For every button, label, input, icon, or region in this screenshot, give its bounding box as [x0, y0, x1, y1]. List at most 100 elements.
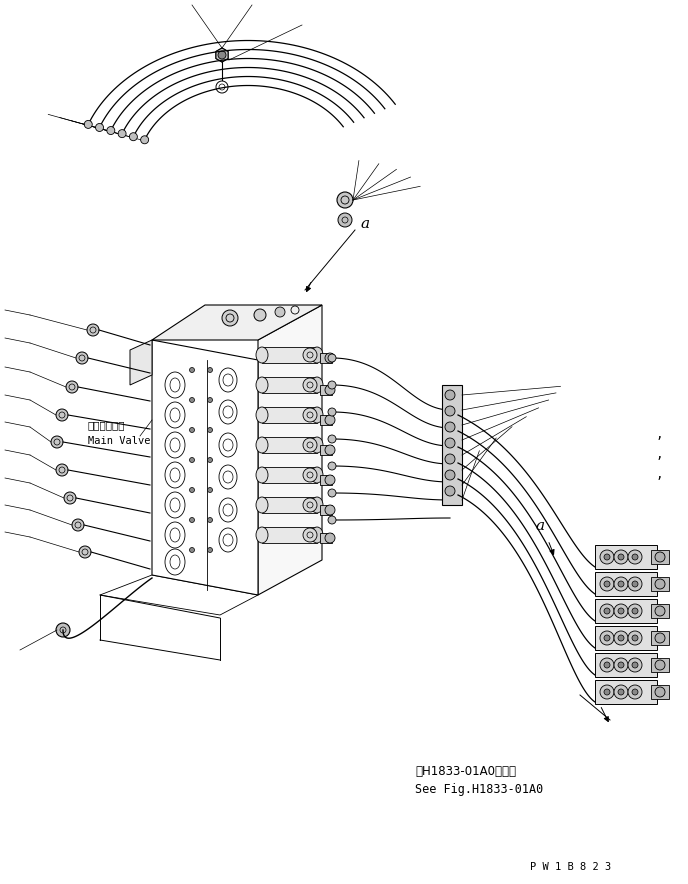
Ellipse shape — [256, 377, 268, 393]
Circle shape — [208, 487, 213, 492]
Circle shape — [87, 324, 99, 336]
Circle shape — [445, 438, 455, 448]
Polygon shape — [216, 48, 228, 62]
Circle shape — [325, 533, 335, 543]
Circle shape — [445, 406, 455, 416]
Circle shape — [655, 633, 665, 643]
Text: See Fig.H1833-01A0: See Fig.H1833-01A0 — [415, 783, 544, 796]
Circle shape — [618, 608, 624, 614]
Circle shape — [632, 581, 638, 587]
Ellipse shape — [311, 527, 323, 543]
Circle shape — [614, 604, 628, 618]
Bar — [320, 505, 332, 515]
Circle shape — [445, 454, 455, 464]
Circle shape — [328, 435, 336, 443]
Text: ,: , — [655, 428, 663, 441]
Ellipse shape — [256, 497, 268, 513]
Circle shape — [445, 470, 455, 480]
Circle shape — [614, 658, 628, 672]
Circle shape — [303, 408, 317, 422]
Ellipse shape — [256, 437, 268, 453]
Circle shape — [303, 348, 317, 362]
Circle shape — [628, 550, 642, 564]
Circle shape — [325, 353, 335, 363]
Bar — [595, 626, 657, 650]
Circle shape — [614, 631, 628, 645]
Bar — [651, 604, 669, 618]
Bar — [262, 497, 317, 513]
Circle shape — [325, 505, 335, 515]
Circle shape — [618, 581, 624, 587]
Ellipse shape — [311, 407, 323, 423]
Bar — [320, 353, 332, 363]
Circle shape — [614, 550, 628, 564]
Circle shape — [56, 464, 68, 476]
Bar — [262, 467, 317, 483]
Bar — [320, 385, 332, 395]
Bar — [595, 653, 657, 677]
Text: a: a — [360, 217, 369, 231]
Text: メインバルブ: メインバルブ — [88, 420, 125, 430]
Bar — [262, 527, 317, 543]
Circle shape — [614, 577, 628, 591]
Text: ,: , — [655, 468, 663, 481]
Circle shape — [337, 192, 353, 208]
Circle shape — [189, 517, 195, 522]
Text: a: a — [535, 519, 544, 533]
Bar — [595, 599, 657, 623]
Bar — [595, 545, 657, 569]
Text: 第H1833-01A0図参照: 第H1833-01A0図参照 — [415, 765, 516, 778]
Circle shape — [445, 486, 455, 496]
Ellipse shape — [256, 467, 268, 483]
Circle shape — [254, 309, 266, 321]
Circle shape — [129, 133, 138, 141]
Circle shape — [338, 213, 352, 227]
Circle shape — [628, 604, 642, 618]
Circle shape — [655, 552, 665, 562]
Polygon shape — [258, 305, 322, 595]
Circle shape — [628, 577, 642, 591]
Bar — [651, 631, 669, 645]
Circle shape — [604, 689, 610, 695]
Circle shape — [222, 310, 238, 326]
Text: ,: , — [655, 448, 663, 461]
Bar — [651, 577, 669, 591]
Ellipse shape — [256, 347, 268, 363]
Circle shape — [445, 422, 455, 432]
Circle shape — [189, 547, 195, 552]
Circle shape — [76, 352, 88, 364]
Bar — [651, 685, 669, 699]
Circle shape — [328, 516, 336, 524]
Bar — [651, 550, 669, 564]
Circle shape — [189, 368, 195, 372]
Circle shape — [604, 581, 610, 587]
Bar — [320, 415, 332, 425]
Bar — [320, 533, 332, 543]
Circle shape — [208, 368, 213, 372]
Circle shape — [189, 487, 195, 492]
Circle shape — [325, 415, 335, 425]
Ellipse shape — [311, 467, 323, 483]
Circle shape — [614, 685, 628, 699]
Circle shape — [618, 662, 624, 668]
Circle shape — [618, 635, 624, 641]
Circle shape — [64, 492, 76, 504]
Circle shape — [600, 577, 614, 591]
Circle shape — [604, 608, 610, 614]
Ellipse shape — [311, 437, 323, 453]
Circle shape — [604, 635, 610, 641]
Circle shape — [66, 381, 78, 393]
Bar — [320, 475, 332, 485]
Ellipse shape — [311, 347, 323, 363]
Circle shape — [56, 623, 70, 637]
Circle shape — [600, 631, 614, 645]
Text: Main Valve: Main Valve — [88, 436, 151, 446]
Circle shape — [208, 398, 213, 402]
Circle shape — [107, 126, 115, 134]
Circle shape — [325, 475, 335, 485]
Circle shape — [325, 445, 335, 455]
Ellipse shape — [311, 497, 323, 513]
Circle shape — [303, 378, 317, 392]
Bar — [262, 437, 317, 453]
Circle shape — [655, 579, 665, 589]
